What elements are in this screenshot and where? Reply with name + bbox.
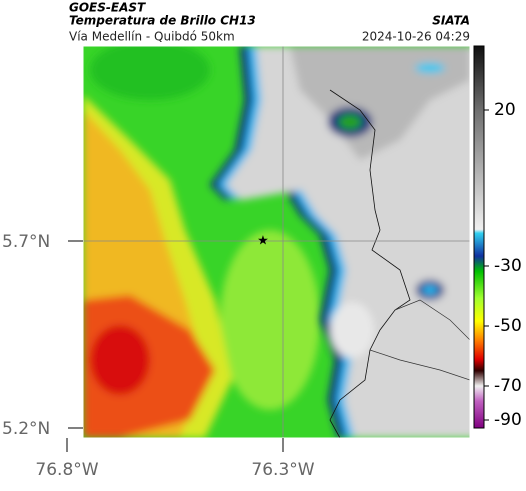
colorbar-label: -70 xyxy=(494,376,522,396)
colorbar-ticks: 20 -30 -50 -70 -90 xyxy=(484,100,522,430)
satellite-image: ★ xyxy=(83,46,470,438)
svg-text:★: ★ xyxy=(257,234,269,249)
timestamp: 2024-10-26 04:29 xyxy=(362,30,470,44)
region: Vía Medellín - Quibdó 50km xyxy=(69,30,235,44)
colorbar-label: -50 xyxy=(494,316,522,336)
product: Temperatura de Brillo CH13 xyxy=(69,14,256,28)
lon-label: 76.8°W xyxy=(35,460,98,480)
source: SIATA xyxy=(432,14,470,28)
map-frame xyxy=(82,45,471,439)
lat-label: 5.7°N xyxy=(2,232,50,252)
colorbar xyxy=(473,45,485,429)
satellite: GOES-EAST xyxy=(69,1,146,15)
colorbar-label: 20 xyxy=(494,100,516,120)
colorbar-label: -90 xyxy=(494,410,522,430)
lon-label: 76.3°W xyxy=(251,460,314,480)
colorbar-label: -30 xyxy=(494,256,522,276)
lat-label: 5.2°N xyxy=(2,419,50,439)
